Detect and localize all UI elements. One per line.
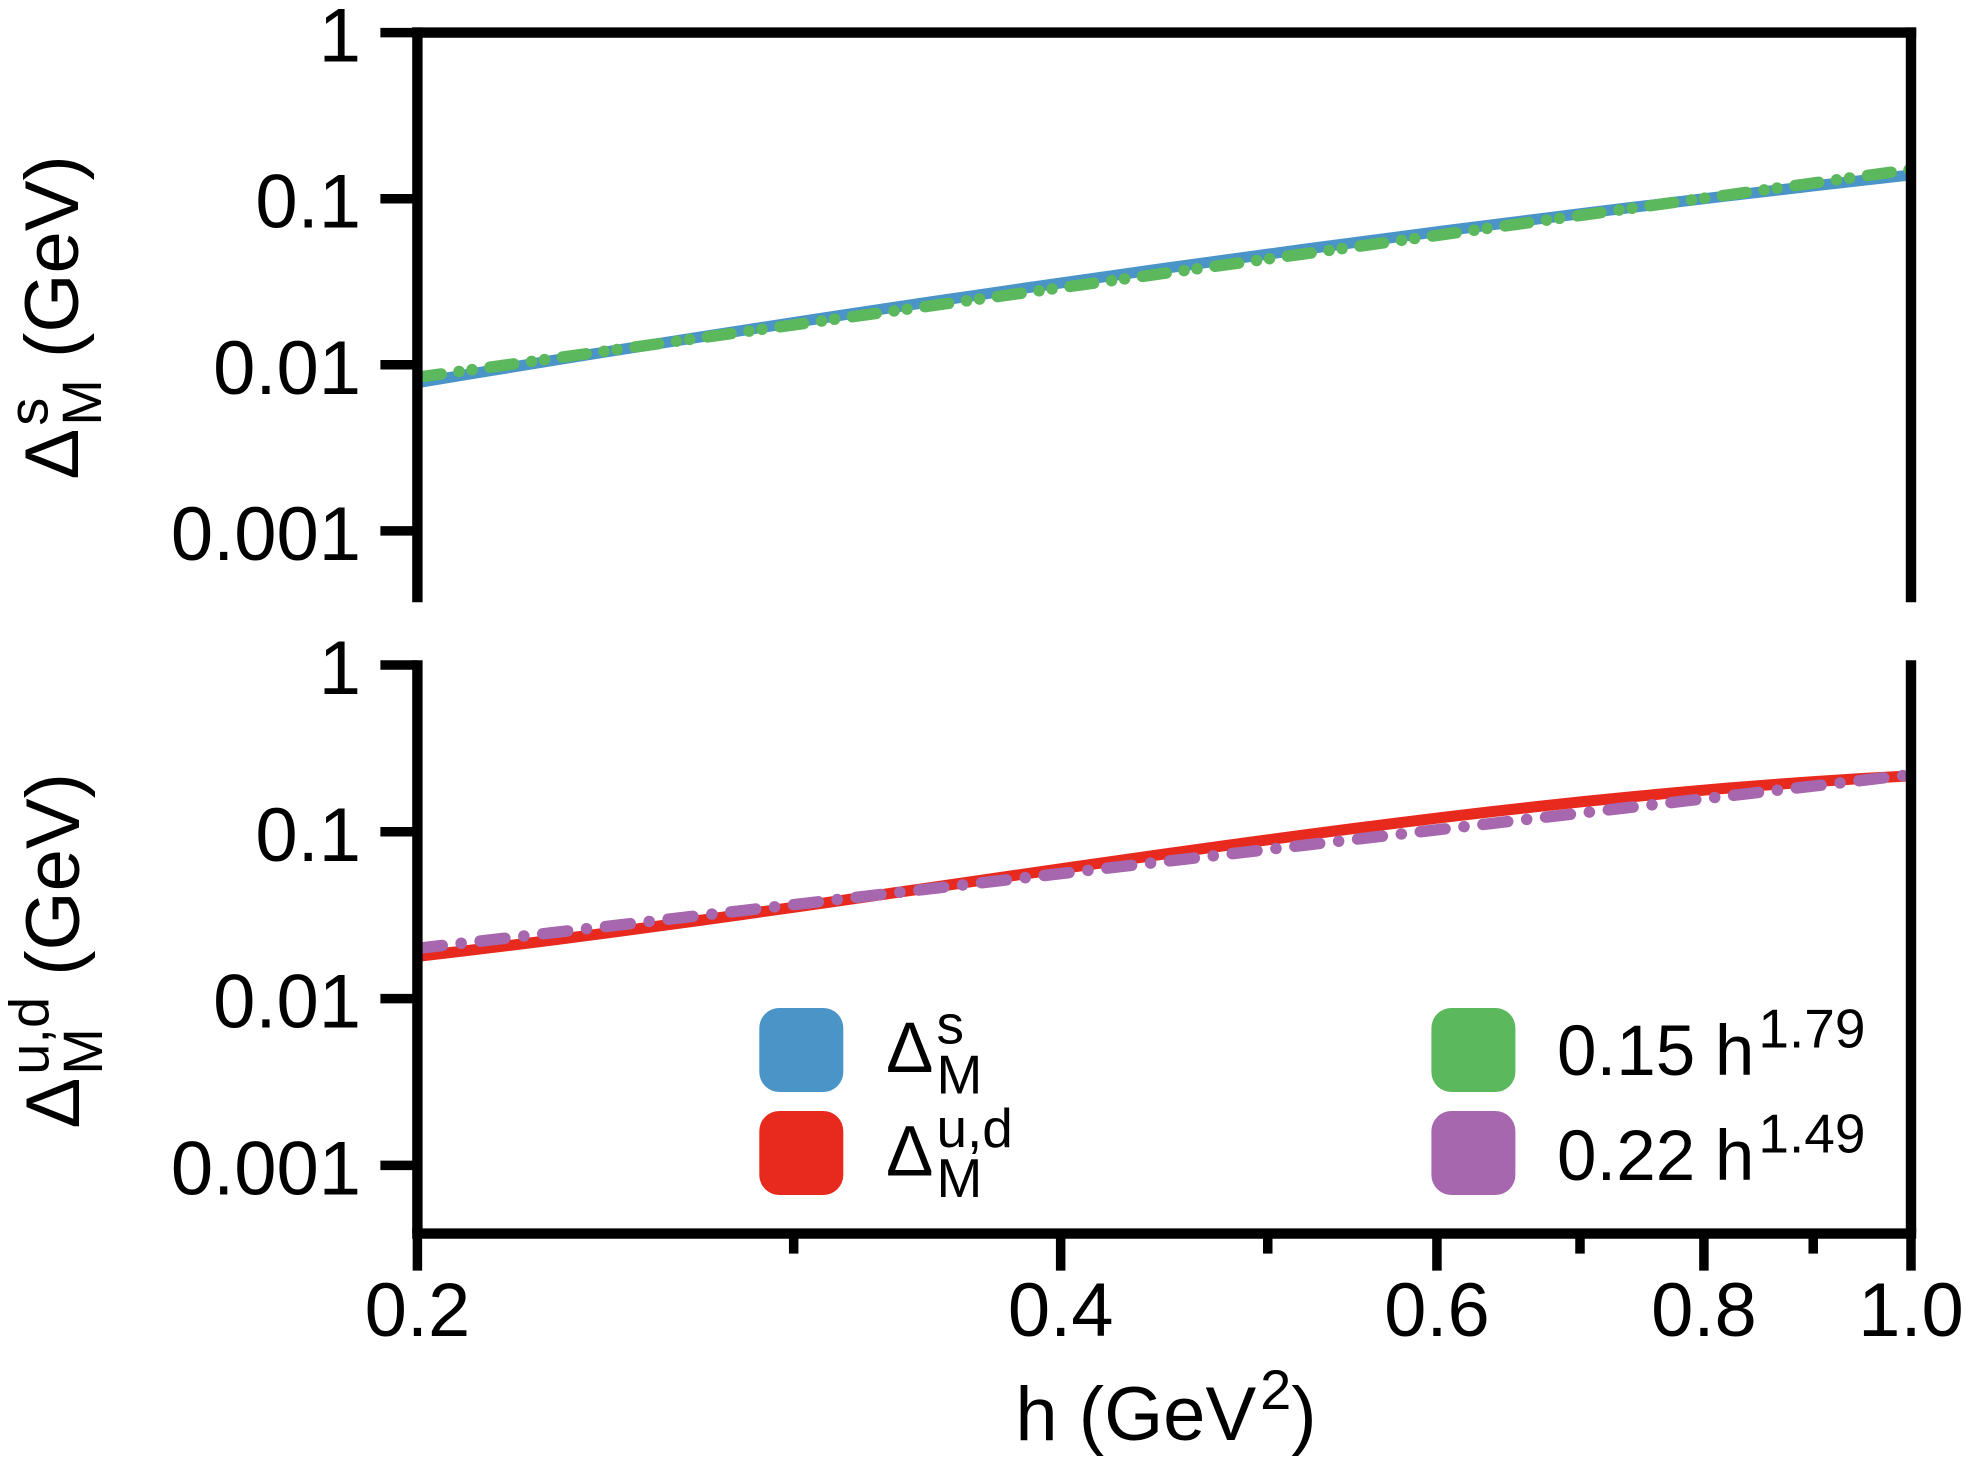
fit-base: 0.15 h [1557,1012,1754,1091]
superscript: 1.49 [1758,1102,1865,1164]
legend-swatch-fit-149 [1431,1111,1516,1195]
subscript: M [50,379,113,426]
superscript: s [0,398,60,426]
legend-swatch-delta-s [759,1008,844,1092]
superscript: u,d [936,1097,1012,1159]
subscript: M [936,1043,982,1105]
x-label-superscript: 2 [1260,1358,1291,1421]
series-delta-M-ud-data [417,770,1911,962]
subscript: M [936,1147,982,1209]
superscript: s [936,994,964,1056]
x-tick-label: 0.4 [1008,1268,1114,1353]
x-tick-label: 1.0 [1858,1268,1964,1353]
x-tick-label: 0.2 [365,1268,471,1353]
legend: Δ s M Δ u,d M 0.15 h 1.79 0.22 h 1.49 [759,994,1865,1209]
y-tick-label: 0.001 [171,1126,361,1211]
fit-base: 0.22 h [1557,1117,1754,1196]
unit-text: (GeV) [11,773,96,997]
y-tick-label: 0.01 [213,326,361,411]
delta-symbol: Δ [886,1113,933,1192]
y-tick-label: 1 [319,626,361,711]
curves-layer [417,163,1911,962]
y-tick-label: 0.1 [255,793,361,878]
y-axis-label-bottom: Δ u,d M (GeV) [0,773,114,1128]
y-tick-label: 0.001 [171,492,361,577]
delta-symbol: Δ [10,429,95,480]
legend-label-fit-179: 0.15 h 1.79 [1557,997,1865,1091]
legend-swatch-fit-179 [1431,1008,1516,1092]
y-tick-label: 0.01 [213,960,361,1045]
series-fit-0.22-h-1.49 [417,768,1911,955]
delta-symbol: Δ [886,1009,933,1088]
x-label-base: h (GeV [1015,1372,1256,1457]
legend-label-delta-ud: Δ u,d M [886,1097,1013,1209]
axes-layer [380,27,1917,1271]
series-fit-0.15-h-1.79 [417,163,1911,384]
y-tick-label: 0.1 [255,160,361,245]
y-tick-label: 1 [319,0,361,79]
y-axis-label-top: Δ s M (GeV) [0,155,113,479]
delta-symbol: Δ [11,1078,96,1129]
subscript: M [51,1028,114,1075]
superscript: u,d [0,997,61,1075]
x-label-close: ) [1291,1372,1316,1457]
x-tick-label: 0.8 [1651,1268,1757,1353]
superscript: 1.79 [1758,997,1865,1059]
unit-text: (GeV) [10,155,95,379]
legend-label-delta-s: Δ s M [886,994,982,1106]
x-axis-label: h (GeV 2 ) [1015,1358,1316,1457]
tick-labels: 1 0.1 0.01 0.001 1 0.1 0.01 0.001 0.2 0.… [171,0,1964,1353]
legend-label-fit-149: 0.22 h 1.49 [1557,1102,1865,1196]
x-tick-label: 0.6 [1384,1268,1490,1353]
legend-swatch-delta-ud [759,1111,844,1195]
